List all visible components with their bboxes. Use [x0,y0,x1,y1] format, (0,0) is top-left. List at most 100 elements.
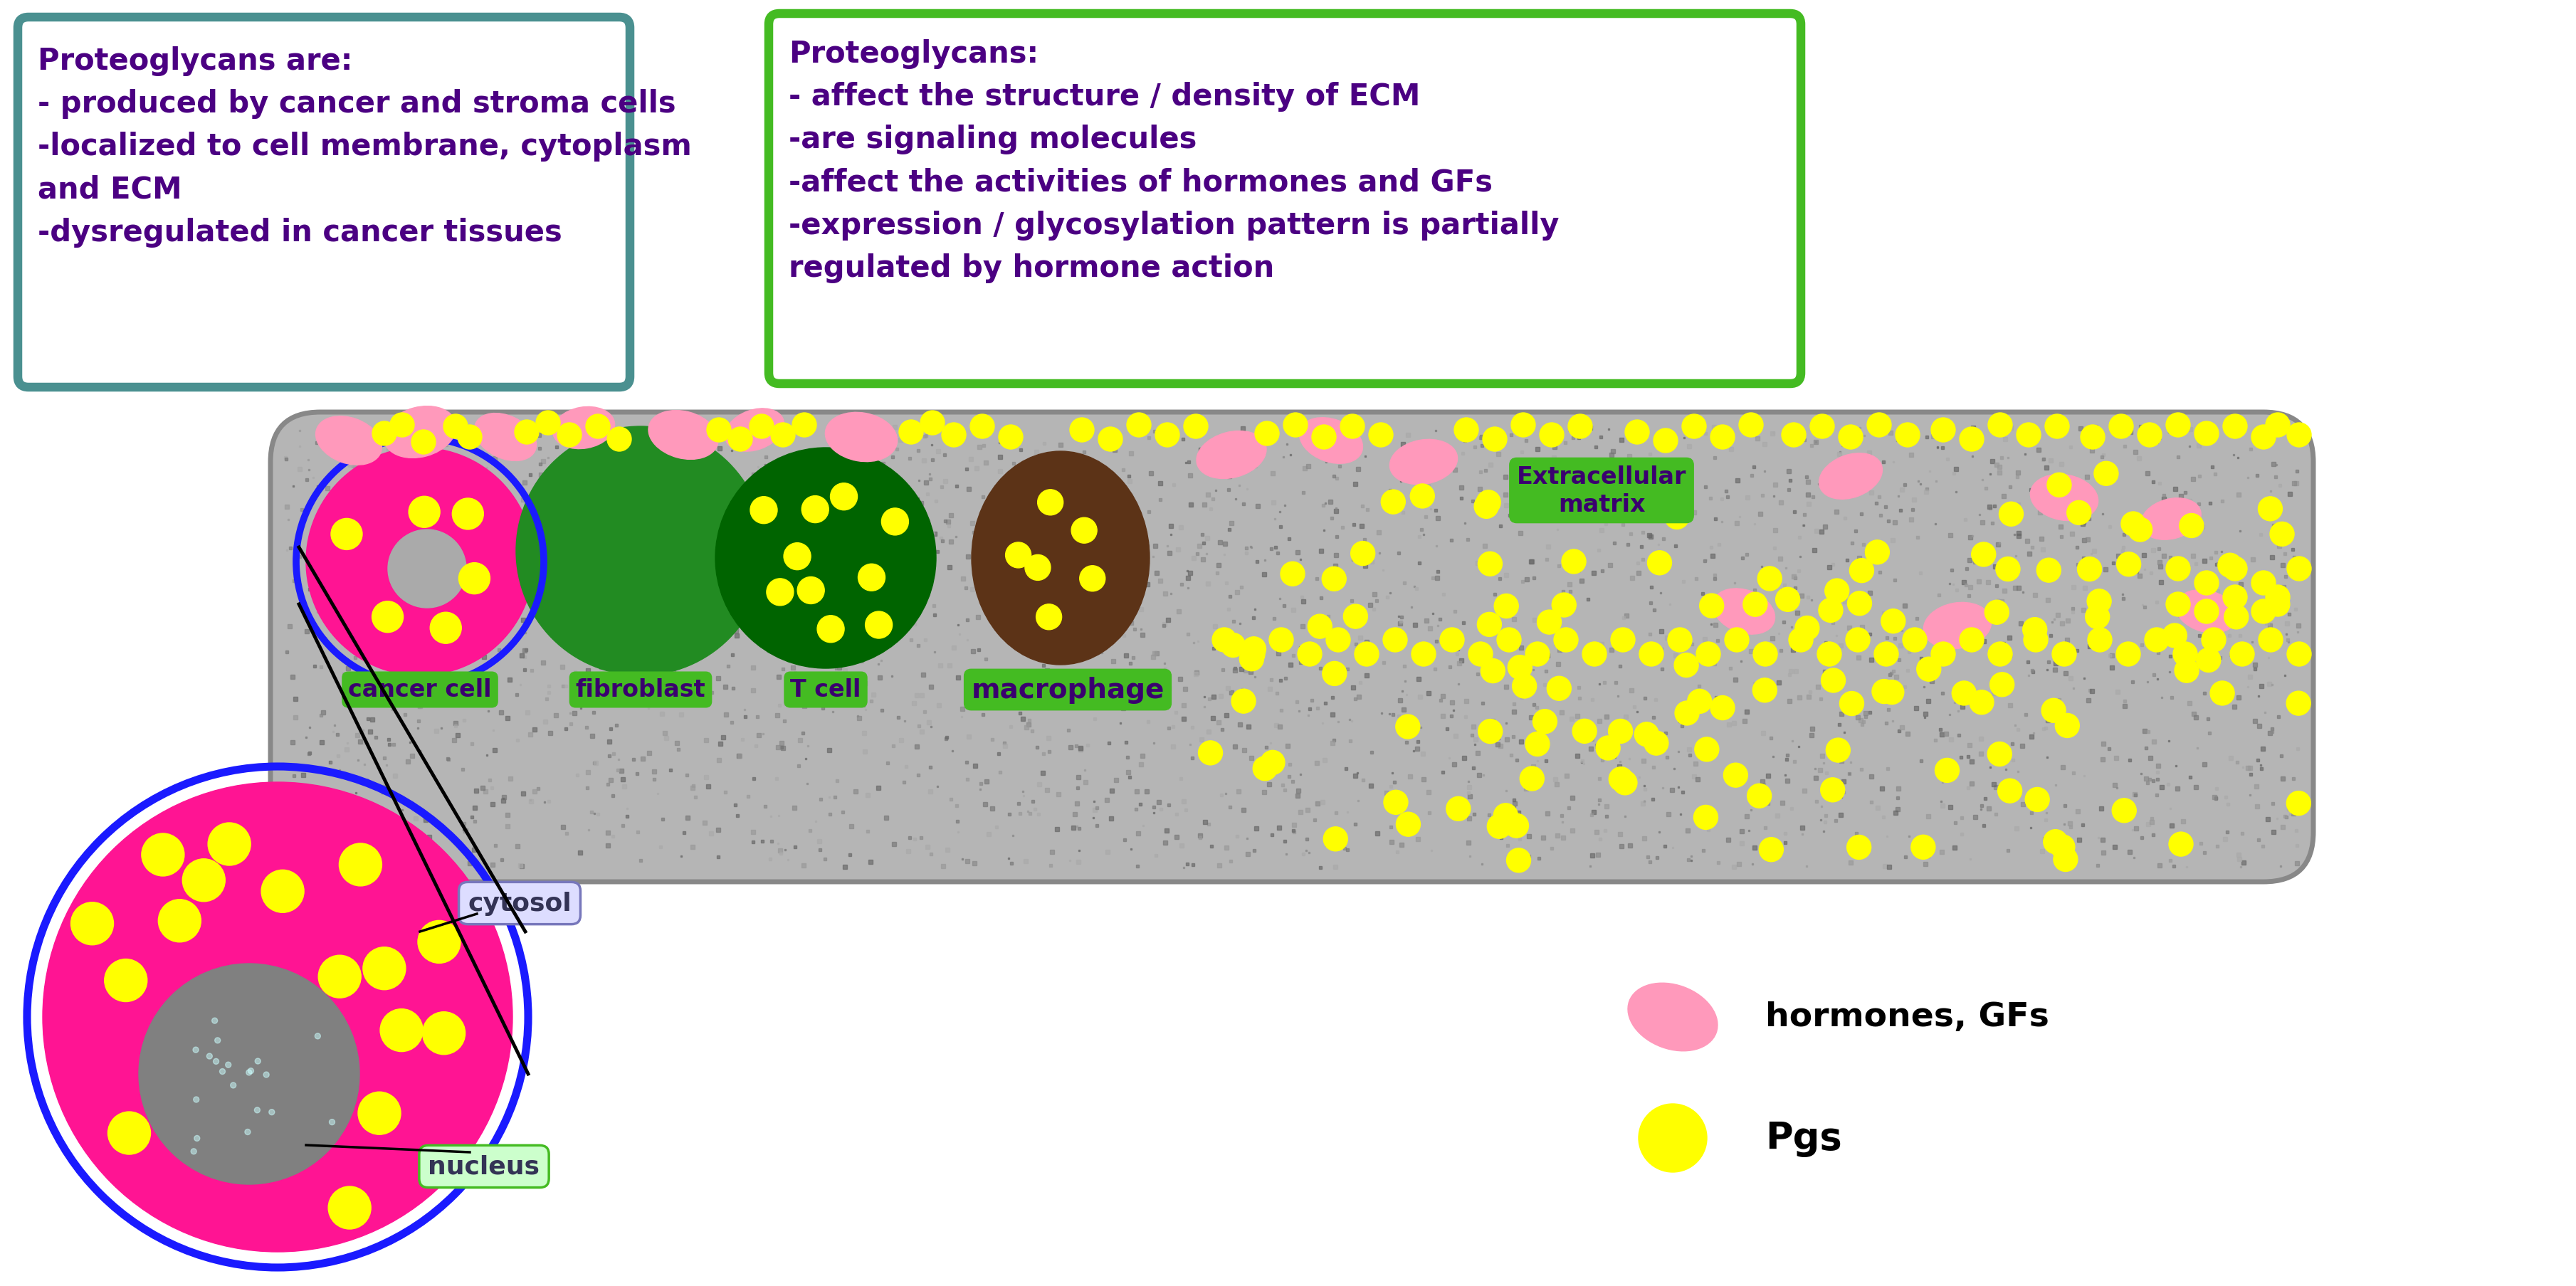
Circle shape [2043,698,2066,723]
Circle shape [1932,418,1955,442]
Circle shape [1710,426,1734,450]
Circle shape [1868,413,1891,437]
Circle shape [1520,766,1543,791]
Circle shape [1512,674,1535,698]
Circle shape [2269,522,2295,547]
Circle shape [1280,562,1303,586]
Ellipse shape [384,406,456,458]
Circle shape [314,1034,319,1039]
Circle shape [2120,512,2146,536]
Circle shape [536,412,559,435]
Circle shape [1069,418,1095,442]
Ellipse shape [1298,418,1363,464]
Circle shape [307,448,533,675]
Circle shape [2025,788,2050,811]
Circle shape [1674,701,1700,725]
Circle shape [1960,427,1984,451]
Circle shape [1960,628,1984,652]
Circle shape [585,414,611,439]
Circle shape [829,484,858,511]
Circle shape [1636,723,1659,747]
Circle shape [1744,593,1767,617]
Circle shape [1494,594,1517,619]
Circle shape [1821,778,1844,802]
Text: Pgs: Pgs [1765,1120,1842,1156]
Circle shape [1571,719,1597,743]
Circle shape [2287,557,2311,581]
Text: macrophage: macrophage [971,676,1164,703]
Circle shape [1321,662,1347,685]
Circle shape [2210,682,2233,706]
Circle shape [858,565,886,592]
Circle shape [1643,732,1669,755]
Circle shape [255,1058,260,1064]
Circle shape [1340,414,1365,439]
Circle shape [1873,680,1896,703]
Ellipse shape [2177,590,2239,633]
Circle shape [1324,827,1347,851]
Circle shape [1989,413,2012,437]
Circle shape [1687,689,1710,714]
Circle shape [1025,556,1051,581]
Ellipse shape [2141,499,2200,540]
Circle shape [1479,720,1502,743]
Circle shape [389,530,466,608]
Ellipse shape [317,417,381,466]
Circle shape [1850,559,1873,583]
Circle shape [706,418,732,442]
Circle shape [1911,835,1935,859]
Circle shape [729,427,752,451]
Circle shape [1826,738,1850,763]
Circle shape [1038,490,1064,516]
Circle shape [2164,624,2187,648]
Circle shape [453,499,484,530]
Circle shape [1759,837,1783,862]
Circle shape [422,1012,466,1055]
Text: nucleus: nucleus [428,1155,541,1178]
Circle shape [1455,418,1479,442]
Circle shape [1569,414,1592,439]
Circle shape [1700,594,1723,619]
Text: hormones, GFs: hormones, GFs [1765,1001,2048,1033]
Circle shape [410,496,440,529]
Circle shape [866,612,891,639]
Circle shape [2076,557,2102,581]
Circle shape [1747,784,1772,808]
Circle shape [1971,691,1994,715]
Circle shape [1561,550,1587,574]
Circle shape [1664,505,1690,530]
Circle shape [1486,814,1512,838]
Circle shape [1355,642,1378,666]
Circle shape [716,448,935,669]
Circle shape [1072,518,1097,544]
Circle shape [1097,427,1123,451]
Circle shape [371,602,404,633]
Circle shape [191,1148,196,1155]
Circle shape [1005,543,1030,568]
Circle shape [245,1129,250,1134]
Circle shape [1695,737,1718,761]
Circle shape [1368,423,1394,448]
Circle shape [1036,604,1061,630]
Circle shape [2251,599,2275,624]
FancyBboxPatch shape [18,18,631,387]
Circle shape [1540,423,1564,448]
Circle shape [2179,514,2202,538]
Circle shape [1494,804,1517,828]
Circle shape [1971,543,1996,567]
Circle shape [2045,414,2069,439]
Ellipse shape [1195,431,1267,480]
Circle shape [2066,502,2092,525]
Circle shape [1298,642,1321,666]
Circle shape [108,1112,149,1155]
Circle shape [1754,642,1777,666]
Circle shape [1795,616,1819,640]
Circle shape [1381,490,1406,514]
Circle shape [2053,642,2076,666]
Circle shape [2112,799,2136,823]
Circle shape [229,1083,237,1088]
Circle shape [1875,642,1899,666]
Circle shape [1497,628,1520,652]
Circle shape [193,1136,201,1141]
Text: cancer cell: cancer cell [348,678,492,702]
